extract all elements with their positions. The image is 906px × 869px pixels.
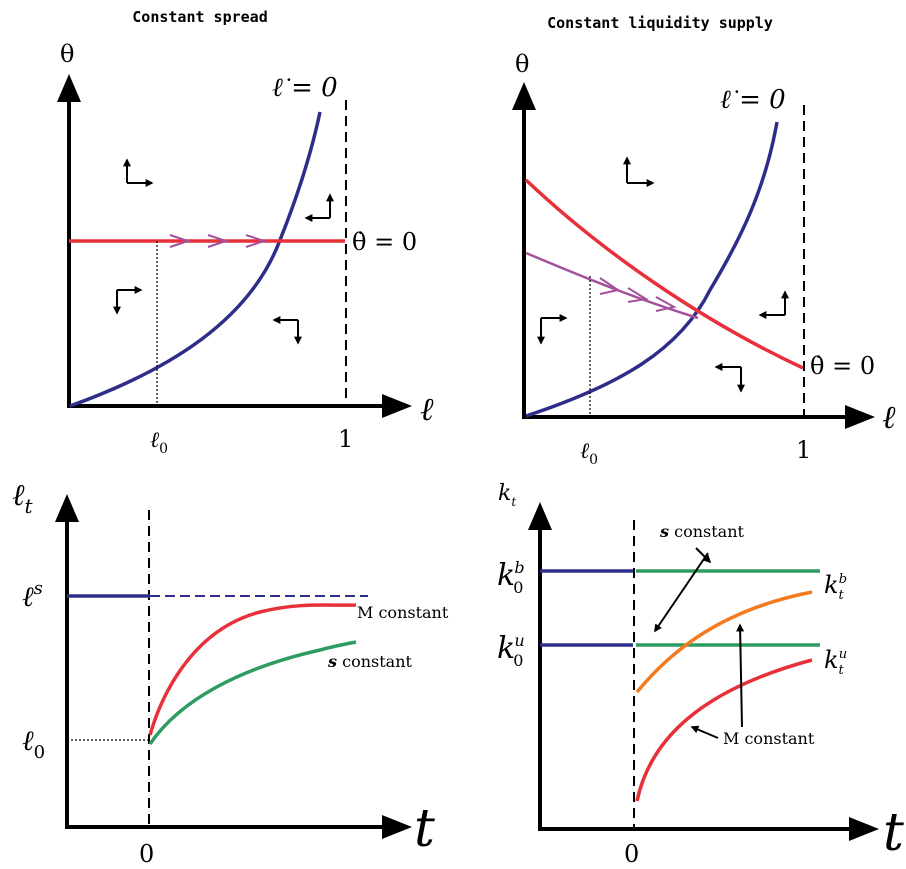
y-axis-arrowhead xyxy=(512,82,536,110)
ell-s-label: ℓs xyxy=(22,578,43,613)
panel-title-constant-liquidity: Constant liquidity supply xyxy=(547,14,773,32)
path-chevron xyxy=(207,234,230,248)
one-tick-label: 1 xyxy=(338,425,353,453)
panel-constant-liquidity-supply: Constant liquidity supply θ ℓ ℓ0 1 ℓ̇ = … xyxy=(512,14,896,468)
k0b-label: k0b xyxy=(497,558,525,597)
x-axis-arrowhead xyxy=(382,815,412,839)
s-constant-pointer-arrow xyxy=(695,547,712,564)
theta-dot-zero-curve xyxy=(524,178,804,370)
ell0-label: ℓ0 xyxy=(22,724,45,763)
y-axis-arrowhead xyxy=(528,502,552,530)
x-axis-label: t xyxy=(883,803,904,863)
phase-arrow-down-left xyxy=(272,316,302,345)
phase-arrow-down-right xyxy=(537,314,568,345)
theta-dot-zero-label: θ̇ = 0 xyxy=(352,228,417,256)
zero-tick-label: 0 xyxy=(139,840,154,868)
ktu-label: ktu xyxy=(824,646,847,678)
y-axis-label: kt xyxy=(498,481,516,509)
path-chevron xyxy=(655,296,677,312)
m-constant-curve xyxy=(148,603,357,736)
one-tick-label: 1 xyxy=(796,436,811,464)
panel-constant-spread: Constant spread θ ℓ ℓ0 1 ℓ̇ = 0 θ̇ = 0 xyxy=(57,8,434,457)
m-constant-pointer-arrow xyxy=(690,725,719,739)
y-axis-arrowhead xyxy=(57,74,81,102)
ell-dot-zero-label: ℓ̇ = 0 xyxy=(720,85,786,115)
ell-dot-zero-curve xyxy=(69,111,322,408)
phase-arrow-up-right xyxy=(623,156,655,187)
x-axis-label: ℓ xyxy=(882,398,896,436)
x-axis-arrowhead xyxy=(849,817,879,841)
phase-arrow-up-right xyxy=(123,158,154,187)
s-constant-label: s constant xyxy=(327,652,412,671)
y-axis-arrowhead xyxy=(55,494,79,522)
s-constant-label: s constant xyxy=(659,522,744,541)
m-constant-label: M constant xyxy=(723,729,815,748)
y-axis-label: ℓt xyxy=(12,478,34,518)
path-chevron xyxy=(627,287,649,303)
ktb-label: ktb xyxy=(824,571,847,603)
panel-title-constant-spread: Constant spread xyxy=(132,8,267,26)
k0u-label: k0u xyxy=(497,631,525,670)
x-axis-arrowhead xyxy=(845,405,875,429)
ell0-tick-label: ℓ0 xyxy=(580,439,598,468)
y-axis-label: θ xyxy=(60,40,74,68)
x-axis-label: ℓ xyxy=(420,390,434,428)
k-t-b-curve xyxy=(635,590,813,694)
ell-dot-zero-curve xyxy=(525,121,779,418)
y-axis-label: θ xyxy=(515,50,529,78)
s-constant-pointer-arrow xyxy=(654,552,709,633)
path-chevron xyxy=(245,234,268,248)
path-chevron xyxy=(599,277,621,295)
path-chevron xyxy=(169,234,192,248)
phase-arrow-down-left xyxy=(714,363,745,393)
panel-ell-t-time-path: ℓt t 0 ℓs ℓ0 M constant s constant xyxy=(12,478,449,868)
k-t-u-curve xyxy=(635,658,813,802)
ell-dot-zero-label: ℓ̇ = 0 xyxy=(272,73,338,103)
zero-tick-label: 0 xyxy=(624,840,639,868)
m-constant-pointer-arrow xyxy=(736,623,745,728)
phase-arrow-down-right xyxy=(113,286,143,315)
m-constant-label: M constant xyxy=(357,603,449,622)
x-axis-arrowhead xyxy=(382,394,412,418)
phase-arrow-up-left xyxy=(758,290,789,319)
panel-k-t-time-path: kt t 0 k0b k0u ktb ktu s constant M cons… xyxy=(497,481,904,868)
x-axis-label: t xyxy=(414,799,435,859)
ell0-tick-label: ℓ0 xyxy=(150,428,168,457)
theta-dot-zero-label: θ̇ = 0 xyxy=(810,352,875,380)
adjustment-path xyxy=(525,251,699,320)
phase-arrow-up-left xyxy=(304,193,334,222)
s-constant-curve xyxy=(148,640,357,745)
